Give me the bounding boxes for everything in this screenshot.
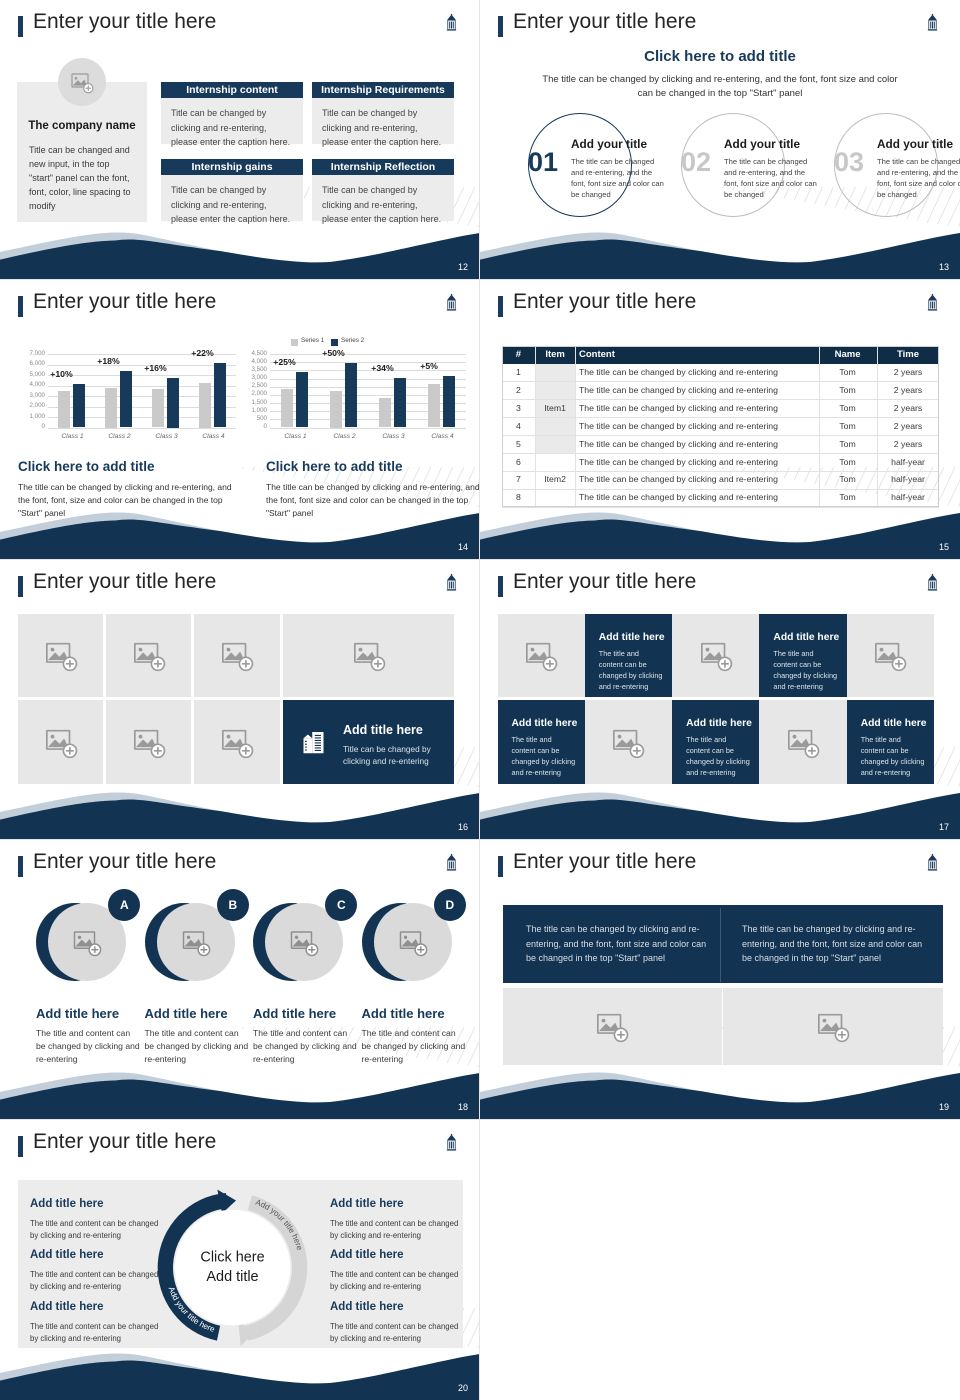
svg-text:Add title: Add title [206,1269,258,1285]
svg-text:Click here: Click here [200,1250,264,1266]
